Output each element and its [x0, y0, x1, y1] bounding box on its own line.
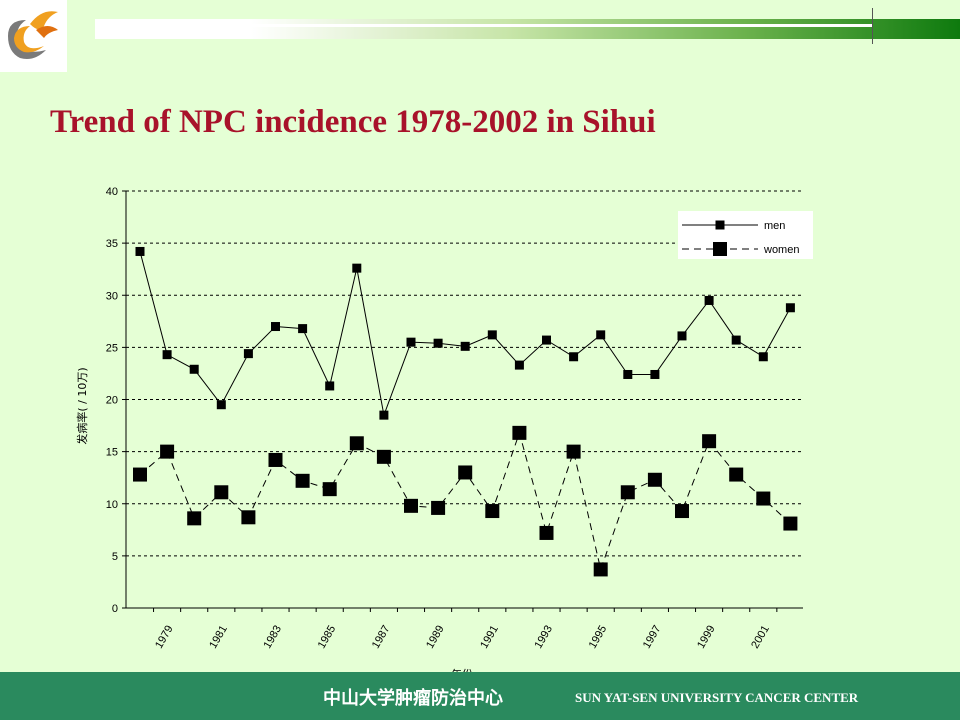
data-point-men: [758, 352, 768, 362]
data-point-men: [785, 303, 795, 313]
y-tick-label: 15: [106, 447, 118, 459]
x-tick-label: 1993: [532, 624, 555, 651]
data-point-women: [702, 434, 717, 449]
data-point-women: [241, 510, 256, 525]
data-point-women: [539, 525, 554, 540]
x-tick-label: 1979: [153, 624, 176, 651]
y-tick-label: 25: [106, 342, 118, 354]
series: [133, 246, 798, 577]
x-tick-label: 1983: [261, 624, 284, 651]
data-point-women: [404, 498, 418, 513]
series-line-women: [139, 431, 791, 572]
data-point-women: [349, 436, 364, 451]
data-point-women: [566, 444, 581, 459]
data-point-men: [731, 335, 741, 345]
data-point-men: [243, 349, 253, 359]
x-tick-label: 1991: [478, 624, 501, 651]
data-point-men: [162, 350, 172, 360]
data-point-men: [704, 295, 714, 305]
y-axis-label: 发病率( / 10万): [75, 367, 89, 444]
data-point-women: [593, 562, 608, 577]
data-point-men: [189, 364, 199, 374]
data-point-women: [187, 511, 202, 526]
data-point-men: [514, 360, 524, 370]
y-tick-labels: 0 5 10 15 20 25 30 35 40: [106, 186, 118, 615]
axes: [122, 190, 803, 612]
slide-title: Trend of NPC incidence 1978-2002 in Sihu…: [50, 104, 656, 140]
line-chart: 0 5 10 15 20 25 30 35 40 1979 1981 1983 1985 1987 198…: [75, 186, 813, 651]
y-tick-label: 5: [112, 551, 118, 563]
legend-box: [678, 211, 813, 259]
data-point-women: [214, 485, 229, 500]
x-tick-label: 1999: [695, 624, 718, 651]
y-tick-label: 40: [106, 186, 118, 198]
data-point-men: [623, 369, 633, 379]
data-point-women: [431, 500, 446, 515]
data-point-women: [160, 444, 175, 459]
data-point-women: [647, 472, 662, 487]
logo-icon: [8, 11, 58, 59]
legend: men women: [678, 211, 813, 259]
y-tick-label: 20: [106, 395, 118, 407]
x-tick-label: 2001: [749, 624, 772, 651]
logo: [0, 0, 67, 72]
legend-marker: [715, 220, 725, 230]
data-point-men: [325, 381, 335, 391]
legend-marker: [713, 242, 727, 256]
data-point-men: [379, 410, 389, 420]
footer-chinese-name: 中山大学肿瘤防治中心: [323, 688, 503, 709]
data-point-men: [433, 338, 443, 348]
data-point-men: [596, 330, 606, 340]
x-tick-label: 1989: [424, 624, 447, 651]
data-point-women: [268, 452, 283, 467]
data-point-women: [729, 467, 744, 482]
data-point-men: [650, 369, 660, 379]
data-point-men: [542, 335, 551, 345]
x-tick-label: 1981: [207, 624, 230, 651]
legend-label: men: [764, 220, 785, 232]
data-point-women: [620, 485, 635, 500]
data-point-women: [376, 449, 391, 464]
data-point-men: [271, 322, 280, 332]
data-point-women: [756, 491, 771, 506]
series-line-men: [139, 251, 791, 418]
data-point-men: [487, 330, 497, 340]
data-point-men: [352, 263, 362, 273]
data-point-men: [135, 246, 145, 256]
x-tick-label: 1985: [316, 624, 339, 651]
data-point-women: [458, 465, 473, 480]
footer-bar: [0, 672, 960, 720]
footer-english-name: SUN YAT-SEN UNIVERSITY CANCER CENTER: [575, 690, 859, 705]
data-point-men: [298, 324, 308, 334]
header-white-line: [95, 24, 872, 27]
data-point-women: [783, 516, 798, 531]
data-point-women: [485, 504, 500, 519]
legend-label: women: [763, 244, 799, 256]
data-point-men: [406, 337, 416, 347]
data-point-women: [133, 467, 147, 482]
data-point-men: [677, 331, 687, 341]
y-tick-label: 0: [112, 603, 118, 615]
data-point-women: [322, 482, 337, 497]
data-point-men: [216, 400, 226, 410]
y-tick-label: 30: [106, 290, 118, 302]
data-point-women: [512, 425, 527, 440]
x-tick-label: 1995: [587, 624, 610, 651]
data-point-men: [569, 352, 579, 362]
data-point-men: [460, 341, 470, 351]
x-tick-labels: 1979 1981 1983 1985 1987 1989 1991 1993 1995 1997…: [153, 624, 772, 651]
y-tick-label: 35: [106, 238, 118, 250]
data-point-women: [295, 473, 310, 488]
header-tick: [872, 8, 873, 44]
header-gradient-bar: [95, 19, 960, 39]
y-tick-label: 10: [106, 499, 118, 511]
x-tick-label: 1987: [370, 624, 393, 651]
data-point-women: [675, 504, 689, 519]
x-tick-label: 1997: [641, 624, 664, 651]
